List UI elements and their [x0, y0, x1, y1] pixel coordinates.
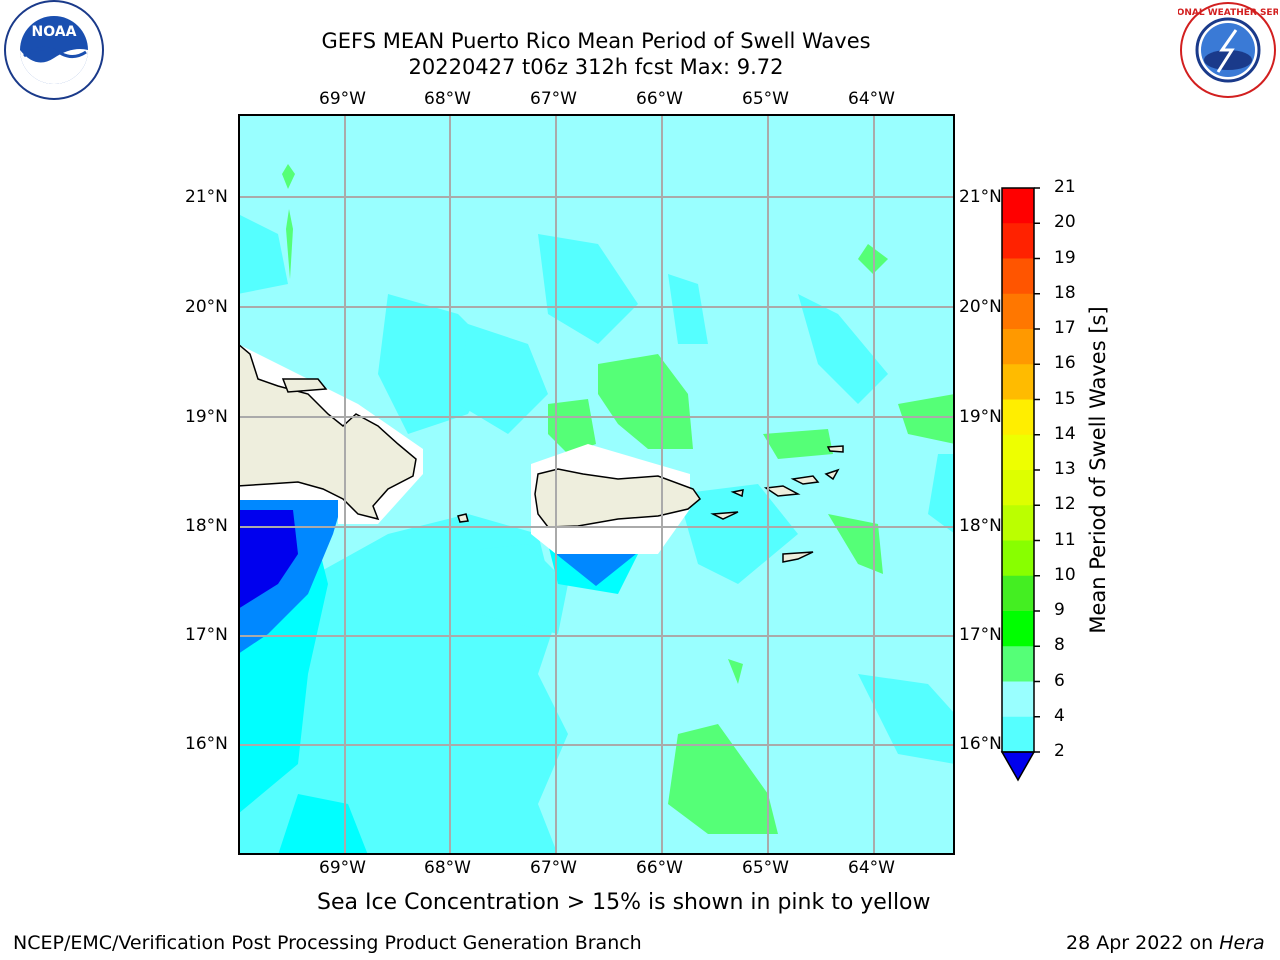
- lat-label-right: 21°N: [959, 187, 1002, 207]
- colorbar-tick-label: 18: [1054, 282, 1076, 303]
- noaa-logo: NOAA: [2, 0, 106, 108]
- lon-label-bottom: 67°W: [530, 858, 577, 878]
- footer-left: NCEP/EMC/Verification Post Processing Pr…: [13, 932, 642, 954]
- colorbar-tick-label: 12: [1054, 494, 1076, 515]
- colorbar-segment: [1002, 258, 1034, 295]
- colorbar-segment: [1002, 681, 1034, 718]
- colorbar-tick-label: 14: [1054, 423, 1076, 444]
- sea-ice-note: Sea Ice Concentration > 15% is shown in …: [317, 890, 931, 915]
- colorbar-segment: [1002, 293, 1034, 330]
- colorbar-tick-label: 2: [1054, 741, 1065, 761]
- colorbar: [1000, 186, 1040, 790]
- lon-label-top: 64°W: [848, 89, 895, 109]
- colorbar-svg: [1000, 187, 1040, 782]
- map-border: [238, 114, 955, 855]
- colorbar-tick-label: 16: [1054, 353, 1076, 374]
- lon-label-bottom: 66°W: [636, 858, 683, 878]
- colorbar-segment: [1002, 434, 1034, 471]
- colorbar-tick-label: 9: [1054, 600, 1065, 620]
- colorbar-segment: [1002, 716, 1034, 753]
- lat-label-left: 19°N: [185, 407, 228, 427]
- lat-label-left: 16°N: [185, 734, 228, 754]
- lon-label-top: 69°W: [319, 89, 366, 109]
- lon-label-bottom: 69°W: [319, 858, 366, 878]
- colorbar-extend-triangle: [1000, 751, 1036, 782]
- colorbar-segment: [1002, 470, 1034, 506]
- lon-label-top: 67°W: [530, 89, 577, 109]
- colorbar-segment: [1002, 505, 1034, 541]
- lon-label-bottom: 68°W: [424, 858, 471, 878]
- gridlines: [238, 114, 955, 855]
- chart-subtitle: 20220427 t06z 312h fcst Max: 9.72: [408, 55, 784, 79]
- footer-right: 28 Apr 2022 on Hera: [1066, 932, 1265, 954]
- colorbar-segment: [1002, 223, 1034, 259]
- footer-date: 28 Apr 2022 on: [1066, 932, 1220, 954]
- colorbar-tick-label: 8: [1054, 635, 1065, 656]
- footer-machine: Hera: [1219, 932, 1265, 954]
- lat-label-right: 19°N: [959, 407, 1002, 427]
- nws-logo: NATIONAL WEATHER SERVICE: [1153, 0, 1280, 104]
- lat-label-right: 18°N: [959, 516, 1002, 536]
- lon-label-top: 68°W: [424, 89, 471, 109]
- field-6-8s: [239, 214, 954, 854]
- colorbar-tick-label: 6: [1054, 670, 1065, 691]
- colorbar-tick-label: 17: [1054, 318, 1076, 338]
- lon-label-top: 66°W: [636, 89, 683, 109]
- lat-label-right: 20°N: [959, 297, 1002, 317]
- lon-label-bottom: 65°W: [742, 858, 789, 878]
- colorbar-segment: [1002, 399, 1034, 436]
- colorbar-tick-label: 20: [1054, 212, 1076, 233]
- colorbar-tick-label: 10: [1054, 564, 1076, 585]
- noaa-logo-text: NOAA: [32, 24, 77, 40]
- nws-logo-text: NATIONAL WEATHER SERVICE: [1178, 8, 1278, 18]
- colorbar-segment: [1002, 364, 1034, 400]
- colorbar-tick-label: 19: [1054, 247, 1076, 268]
- lat-label-right: 16°N: [959, 734, 1002, 754]
- colorbar-tick-label: 21: [1054, 177, 1076, 197]
- map-svg: [238, 114, 955, 855]
- colorbar-segment: [1002, 188, 1034, 224]
- colorbar-segment: [1002, 611, 1034, 647]
- lat-label-left: 18°N: [185, 516, 228, 536]
- colorbar-tick-label: 4: [1054, 705, 1065, 726]
- lat-label-left: 17°N: [185, 625, 228, 645]
- lat-label-right: 17°N: [959, 625, 1002, 645]
- lat-label-left: 20°N: [185, 297, 228, 317]
- field-9-10s: [282, 164, 954, 834]
- colorbar-segment: [1002, 646, 1034, 682]
- puerto-rico-coast: [534, 468, 702, 528]
- colorbar-segment: [1002, 575, 1034, 612]
- field-below-2s: [239, 510, 298, 609]
- chart-title: GEFS MEAN Puerto Rico Mean Period of Swe…: [321, 29, 871, 53]
- st-croix-coast: [782, 551, 814, 563]
- colorbar-label: Mean Period of Swell Waves [s]: [1086, 306, 1110, 634]
- colorbar-tick-label: 11: [1054, 529, 1076, 550]
- land-polygons: [239, 343, 844, 563]
- lon-label-bottom: 64°W: [848, 858, 895, 878]
- lon-label-top: 65°W: [742, 89, 789, 109]
- colorbar-segment: [1002, 540, 1034, 577]
- colorbar-segment: [1002, 329, 1034, 365]
- colorbar-tick-label: 13: [1054, 459, 1076, 479]
- lat-label-left: 21°N: [185, 187, 228, 207]
- map-panel: [238, 114, 955, 859]
- colorbar-tick-label: 15: [1054, 388, 1076, 409]
